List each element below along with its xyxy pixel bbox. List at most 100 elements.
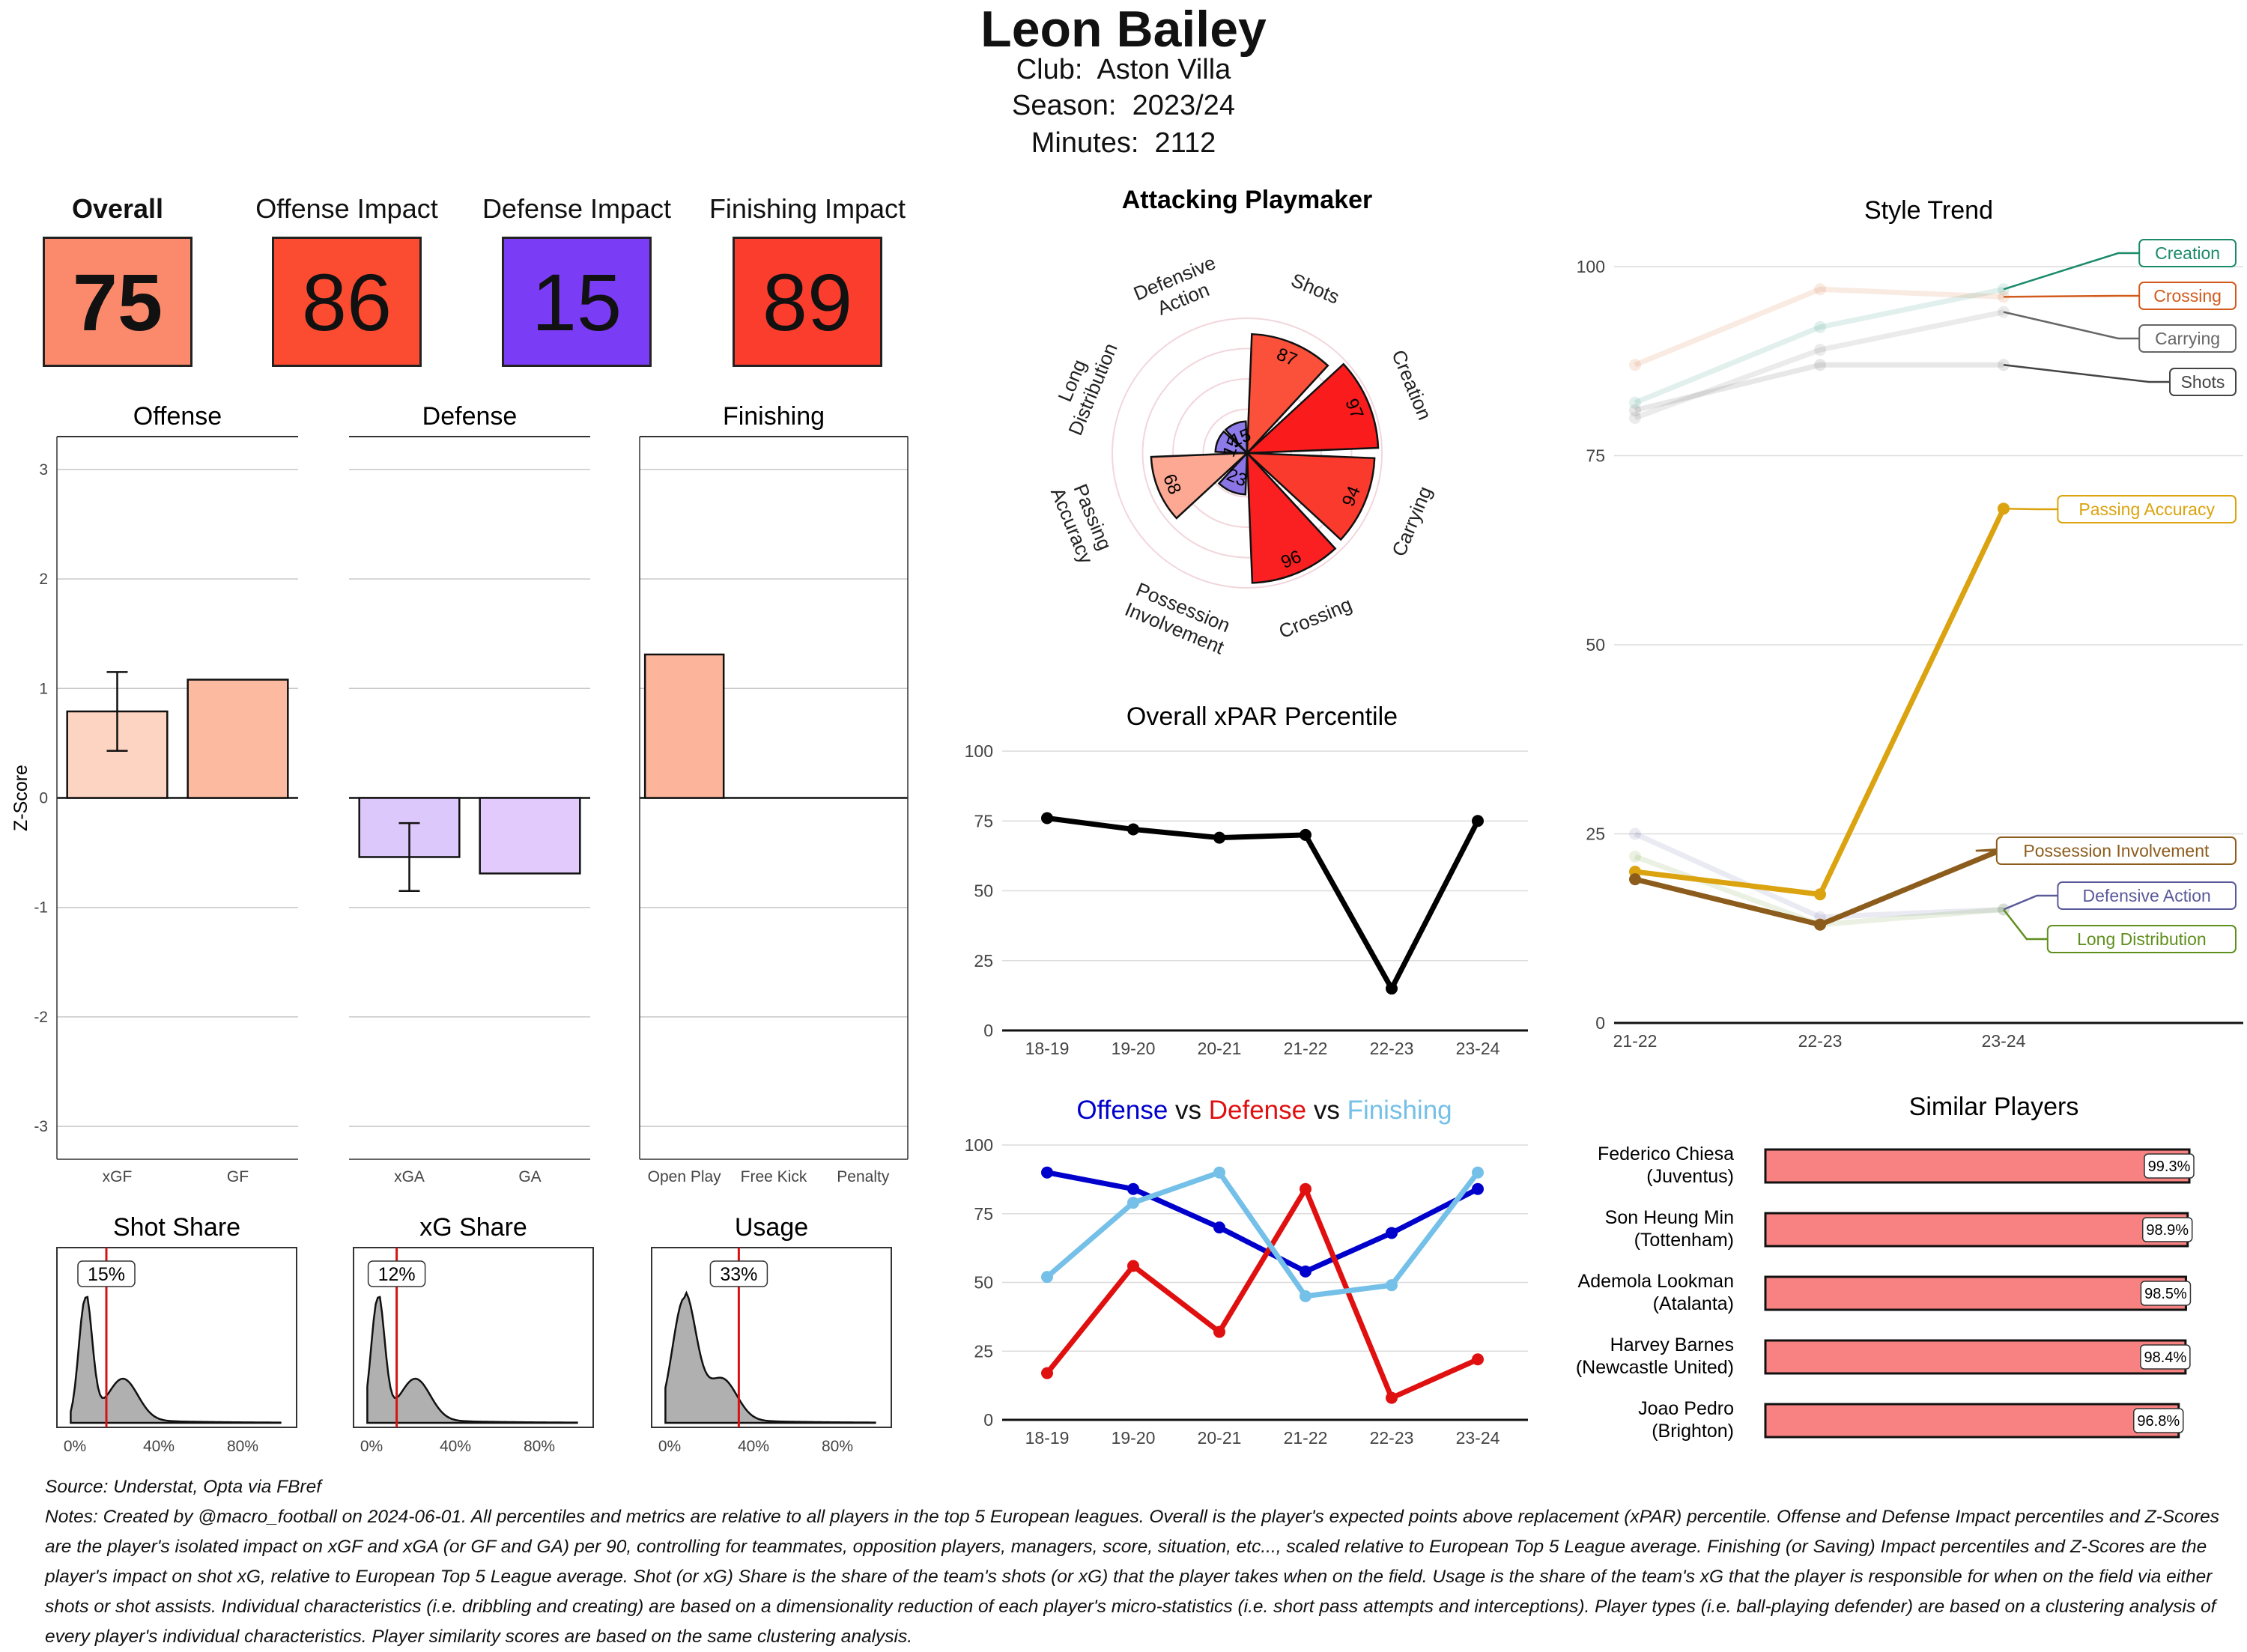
ovd-point <box>1213 1221 1225 1234</box>
style-point <box>1629 359 1641 371</box>
style-end-label-box <box>2169 368 2237 396</box>
similar-player-name: Son Heung Min <box>1605 1207 1734 1228</box>
ovd-point <box>1472 1166 1484 1179</box>
radar-bar <box>1246 332 1329 456</box>
similar-player-team: (Atalanta) <box>1653 1293 1734 1314</box>
similar-player-team: (Tottenham) <box>1634 1230 1734 1251</box>
kpi-box-offense: 86 <box>272 237 422 367</box>
zscore-tick-label: -3 <box>34 1118 48 1135</box>
minutes-value: 2112 <box>1154 127 1216 159</box>
zscore-tick-label: 0 <box>39 790 48 807</box>
ovd-point <box>1041 1166 1053 1179</box>
zscore-category-label: Open Play <box>648 1168 722 1185</box>
notes-block: Source: Understat, Opta via FBref Notes:… <box>45 1472 2232 1652</box>
share-panel-title: Shot Share <box>113 1213 240 1242</box>
ovd-x-label: 20-21 <box>1198 1428 1242 1448</box>
xpar-x-label: 21-22 <box>1284 1039 1328 1058</box>
share-tick-label: 80% <box>227 1438 258 1455</box>
kpi-title-defense: Defense Impact <box>482 193 672 224</box>
similar-player-name: Ademola Lookman <box>1578 1271 1734 1292</box>
style-end-label: Shots <box>2181 372 2225 392</box>
ovd-point <box>1386 1227 1398 1239</box>
ovd-line <box>1045 1182 1479 1402</box>
style-line <box>1634 309 2004 421</box>
ovd-point <box>1472 1353 1484 1366</box>
style-point <box>1629 404 1641 416</box>
ovd-line <box>1045 1169 1480 1299</box>
style-chart: Style Trend 0 25 50 75 100 21-22 22-23 23-24 Crea… <box>1577 196 2243 1051</box>
ovd-point <box>1041 1271 1053 1284</box>
ovd-title-part: Finishing <box>1347 1096 1452 1125</box>
ovd-point <box>1213 1166 1225 1179</box>
style-tick-label: 75 <box>1586 446 1605 466</box>
share-tick-label: 80% <box>524 1438 555 1455</box>
kpi-title-offense: Offense Impact <box>255 193 438 224</box>
style-leader-line <box>2003 252 2140 291</box>
radar-bar <box>1214 430 1250 455</box>
similar-player-name: Harvey Barnes <box>1610 1334 1734 1355</box>
season-line: Season: 2023/24 <box>0 90 2247 122</box>
kpi-box-defense: 15 <box>502 237 652 367</box>
share-panel-frame <box>651 1247 892 1428</box>
xpar-title: Overall xPAR Percentile <box>1126 702 1398 731</box>
similar-player-team: (Newcastle United) <box>1576 1357 1734 1378</box>
share-tick-label: 40% <box>738 1438 769 1455</box>
zscore-tick-label: 2 <box>39 571 48 588</box>
share-value-box <box>77 1260 136 1287</box>
zscore-axis-label: Z-Score <box>10 765 31 831</box>
ovd-x-label: 23-24 <box>1456 1428 1500 1448</box>
style-leader-line <box>2003 507 2058 511</box>
style-end-label-box <box>2138 324 2237 353</box>
style-point <box>1629 873 1641 886</box>
similar-value-box <box>2133 1408 2184 1433</box>
style-end-label: Crossing <box>2153 286 2222 306</box>
club-label: Club: <box>1016 54 1083 85</box>
style-end-label: Possession Involvement <box>2023 841 2210 860</box>
style-point <box>1629 827 1641 840</box>
radar-category-word: Crossing <box>1276 592 1355 643</box>
xpar-point <box>1300 828 1311 841</box>
ovd-x-label: 22-23 <box>1370 1428 1414 1448</box>
similar-value-box <box>2141 1217 2193 1242</box>
xpar-tick-label: 75 <box>974 811 993 830</box>
xpar-point <box>1041 812 1053 825</box>
zscore-category-label: Free Kick <box>741 1168 807 1185</box>
zscore-panel-title: Offense <box>133 402 222 431</box>
similar-player-team: (Juventus) <box>1646 1166 1734 1187</box>
style-end-label: Long Distribution <box>2077 929 2207 949</box>
similar-player-team: (Brighton) <box>1652 1421 1734 1442</box>
similar-value-label: 98.9% <box>2146 1222 2189 1239</box>
ovd-point <box>1127 1197 1139 1209</box>
style-end-label: Creation <box>2155 243 2220 263</box>
minutes-label: Minutes: <box>1031 127 1139 159</box>
style-x-label: 21-22 <box>1613 1031 1658 1051</box>
similar-chart: Similar Players 99.3% Federico Chiesa(Juve… <box>1576 1093 2195 1442</box>
similar-value-label: 98.4% <box>2144 1349 2187 1366</box>
similar-title: Similar Players <box>1909 1093 2079 1121</box>
ovd-tick-label: 75 <box>974 1204 993 1224</box>
ovd-tick-label: 50 <box>974 1273 993 1293</box>
share-density <box>70 1296 282 1424</box>
ovd-point <box>1386 1279 1398 1292</box>
style-line <box>1634 831 2004 920</box>
ovd-title-part: Offense <box>1076 1096 1168 1125</box>
style-x-label: 23-24 <box>1982 1031 2026 1051</box>
xpar-point <box>1472 815 1484 827</box>
radar-bar <box>1150 452 1250 520</box>
ovd-chart: Offense vs Defense vs Finishing 0 25 50 75 10… <box>965 1096 1528 1448</box>
style-point <box>1814 283 1826 296</box>
zscore-category-label: GF <box>227 1168 249 1185</box>
share-value-label: 33% <box>720 1264 757 1285</box>
radar-category-label: DefensiveAction <box>1130 251 1228 326</box>
style-end-label-box <box>2057 881 2237 910</box>
xpar-tick-label: 50 <box>974 881 993 901</box>
share-panel-frame <box>353 1247 594 1428</box>
xpar-chart: Overall xPAR Percentile 0 25 50 75 100 18-19 19… <box>965 702 1528 1058</box>
zscore-category-label: Penalty <box>837 1168 890 1185</box>
similar-value-box <box>2140 1344 2191 1370</box>
style-end-label-box <box>2046 925 2237 953</box>
xpar-x-label: 20-21 <box>1198 1039 1242 1058</box>
club-line: Club: Aston Villa <box>0 54 2247 86</box>
